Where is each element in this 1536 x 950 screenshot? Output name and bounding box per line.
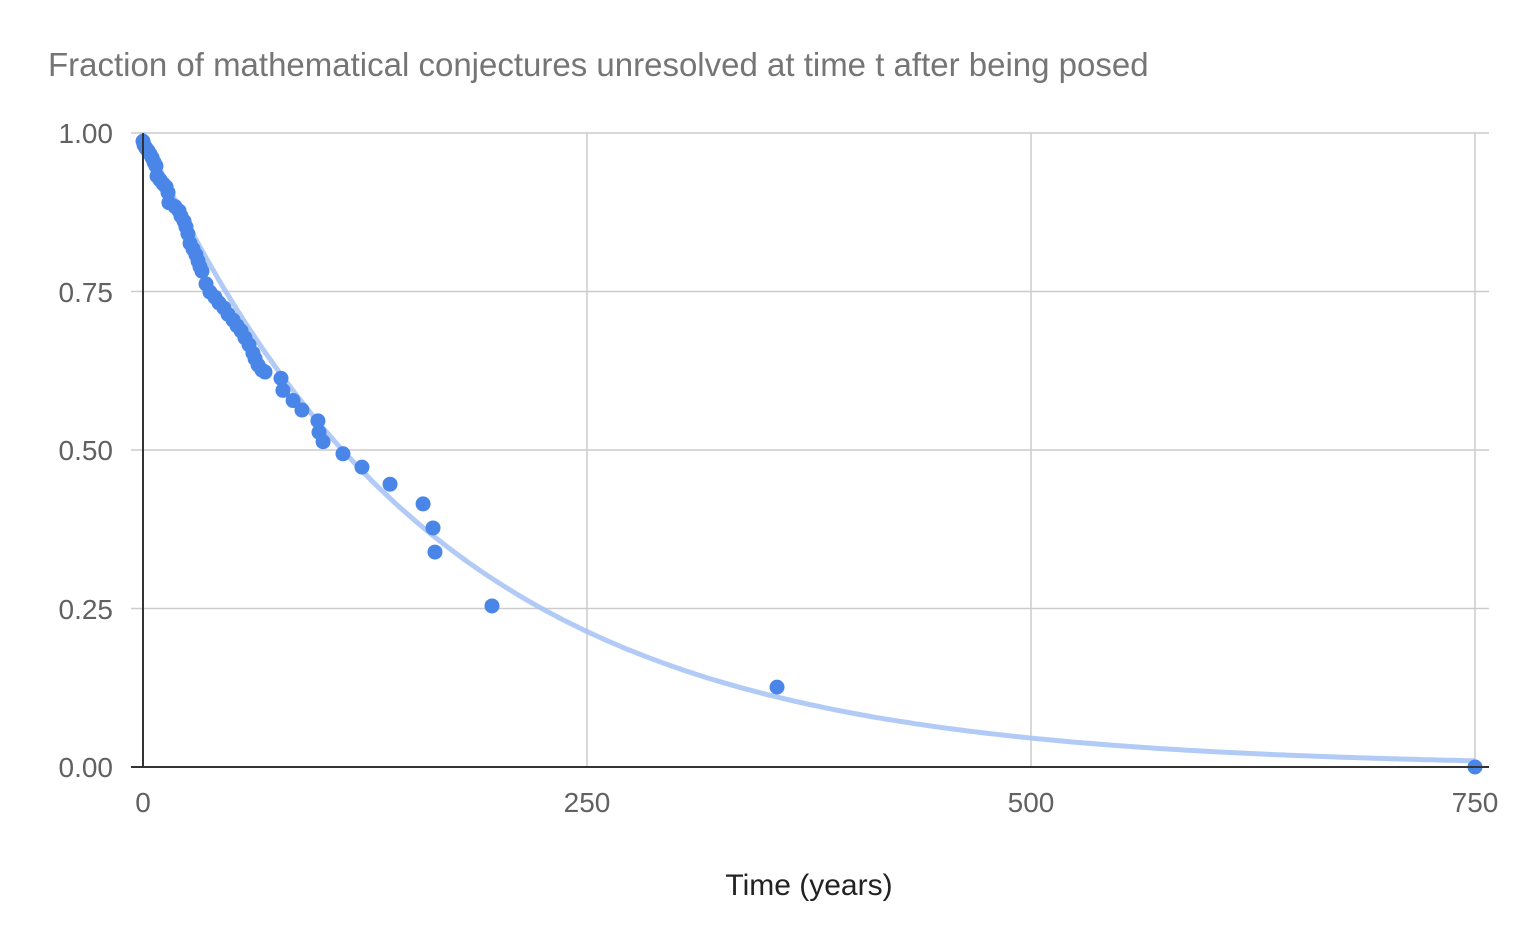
- data-points: [135, 133, 1483, 775]
- data-point: [425, 520, 441, 536]
- chart-title: Fraction of mathematical conjectures unr…: [48, 46, 1149, 83]
- y-tick-label: 0.25: [59, 594, 114, 625]
- data-point: [194, 263, 210, 279]
- data-point: [427, 544, 443, 560]
- y-tick-label: 0.50: [59, 435, 114, 466]
- data-point: [484, 598, 500, 614]
- data-point: [415, 496, 431, 512]
- x-tick-label: 0: [135, 787, 151, 818]
- x-tick-labels: 0 250 500 750: [135, 787, 1498, 818]
- data-point: [315, 434, 331, 450]
- y-tick-label: 1.00: [59, 118, 114, 149]
- x-tick-label: 250: [564, 787, 611, 818]
- data-point: [273, 370, 289, 386]
- data-point: [257, 364, 273, 380]
- data-point: [382, 476, 398, 492]
- axes: [131, 133, 1489, 768]
- y-tick-labels: 0.00 0.25 0.50 0.75 1.00: [59, 118, 114, 783]
- gridlines: [131, 132, 1489, 767]
- y-tick-label: 0.00: [59, 752, 114, 783]
- x-tick-label: 500: [1008, 787, 1055, 818]
- data-point: [285, 393, 301, 409]
- data-point: [354, 459, 370, 475]
- data-point: [769, 679, 785, 695]
- data-point: [275, 382, 291, 398]
- x-axis-label: Time (years): [725, 869, 892, 902]
- data-point: [335, 446, 351, 462]
- y-tick-label: 0.75: [59, 277, 114, 308]
- data-point: [294, 402, 310, 418]
- x-tick-label: 750: [1452, 787, 1499, 818]
- data-point: [310, 413, 326, 429]
